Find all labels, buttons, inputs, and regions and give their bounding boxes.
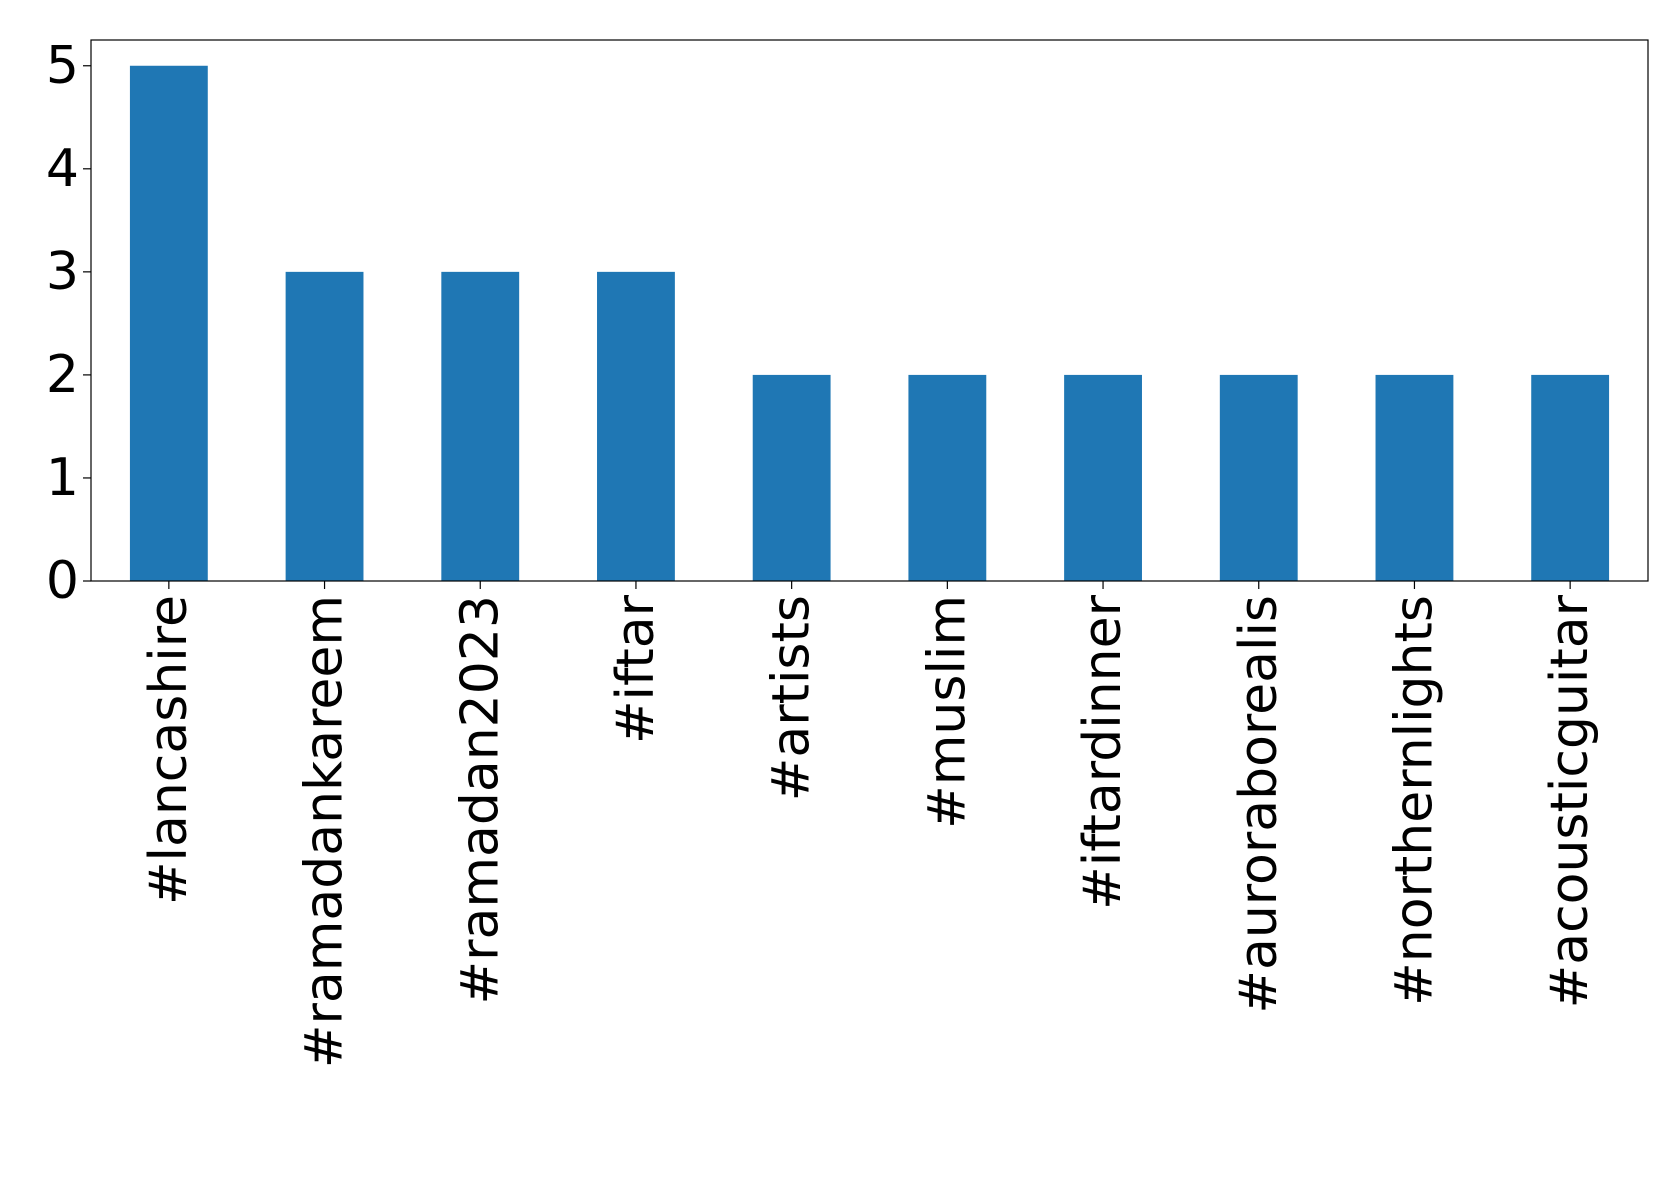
x-tick-label: #ramadan2023 [450, 595, 510, 1005]
plot-frame [90, 39, 1649, 582]
y-tick-label: 1 [46, 448, 79, 508]
x-tick-label: #northernlights [1384, 595, 1444, 1006]
x-tick-label: #lancashire [139, 595, 199, 905]
x-tick-label: #iftardinner [1073, 594, 1133, 909]
x-tick-label: #muslim [917, 595, 977, 829]
x-tick-label: #acousticguitar [1540, 594, 1600, 1008]
bar [129, 65, 208, 581]
x-tick-label: #iftar [606, 594, 666, 744]
bar [1219, 374, 1298, 581]
x-tick-label: #auroraborealis [1229, 595, 1289, 1014]
x-tick-label: #ramadankareem [295, 595, 355, 1068]
y-tick-label: 4 [46, 139, 79, 199]
bar [1064, 374, 1142, 581]
bar [1375, 374, 1454, 581]
bar [285, 271, 364, 581]
y-tick-label: 3 [46, 242, 79, 302]
y-tick-label: 2 [46, 345, 79, 405]
bar [1531, 374, 1610, 581]
y-tick-label: 5 [46, 36, 79, 96]
y-tick-label: 0 [46, 551, 79, 611]
bar [597, 271, 675, 581]
bar [908, 374, 987, 581]
bar [441, 271, 520, 581]
x-tick-label: #artists [762, 595, 822, 801]
bar [752, 374, 831, 581]
